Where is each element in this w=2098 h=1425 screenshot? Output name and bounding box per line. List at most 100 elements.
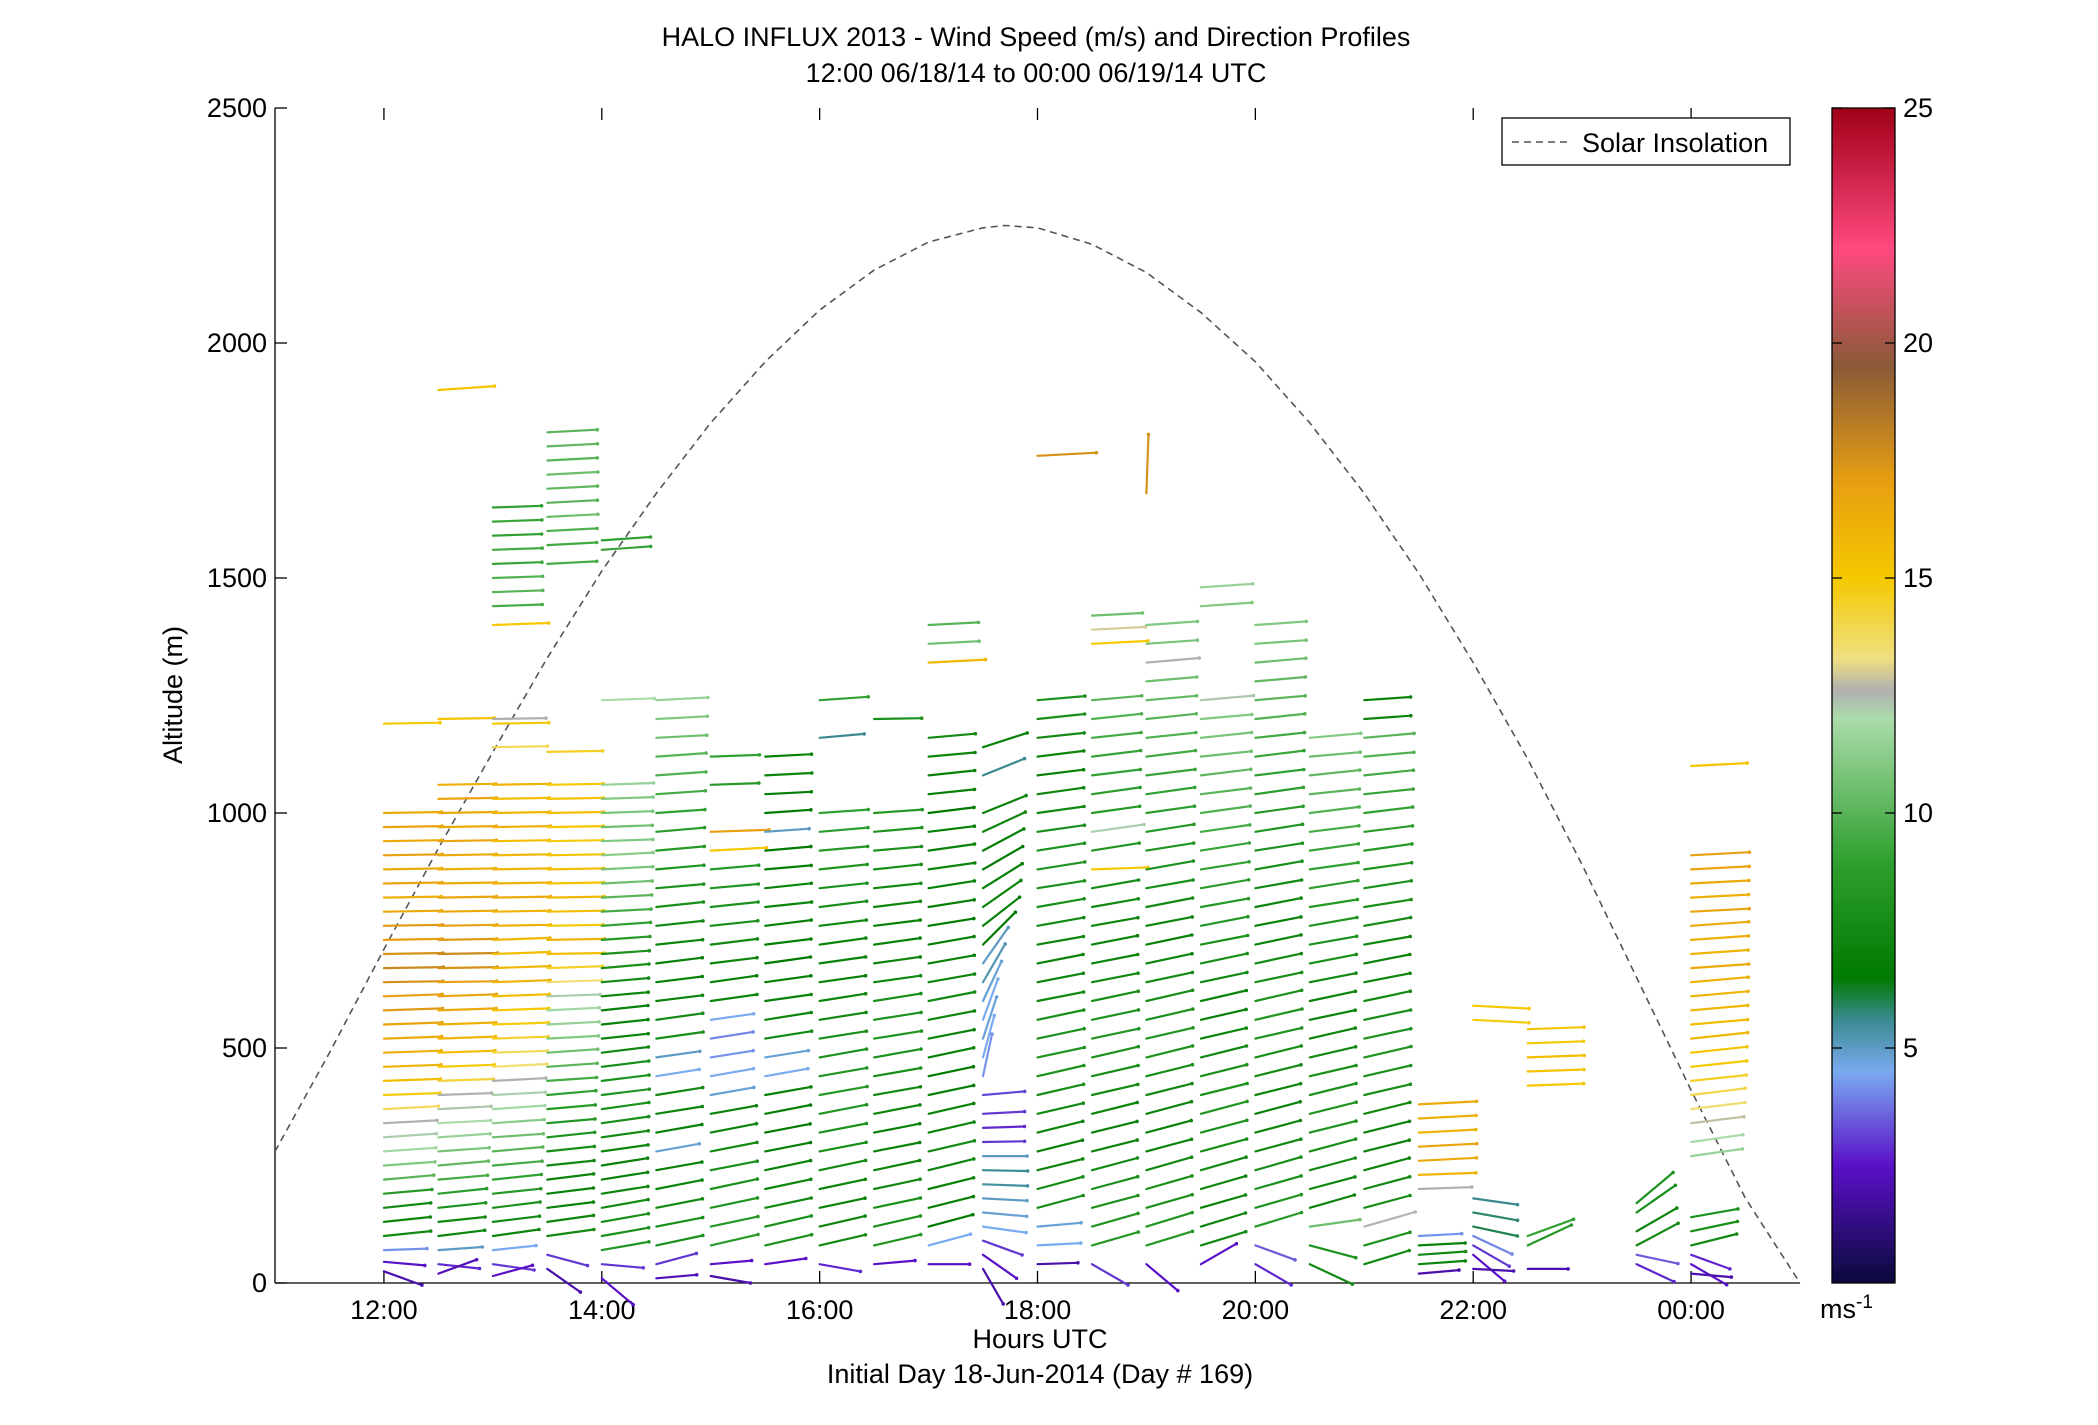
wind-barb bbox=[1254, 1007, 1304, 1021]
wind-barb bbox=[1036, 953, 1085, 965]
wind-barb bbox=[1689, 1253, 1732, 1271]
wind-barb bbox=[1199, 860, 1251, 871]
wind-barb bbox=[491, 881, 552, 885]
wind-barb-head bbox=[1245, 970, 1249, 975]
wind-barb-head bbox=[1022, 827, 1026, 831]
wind-barb bbox=[709, 781, 761, 786]
wind-barb-head bbox=[650, 823, 655, 828]
wind-barb bbox=[1036, 972, 1085, 984]
wind-barb bbox=[546, 485, 599, 490]
wind-barb-head bbox=[1135, 1174, 1140, 1179]
wind-barb bbox=[709, 1215, 760, 1228]
wind-barb bbox=[764, 918, 813, 927]
wind-barb bbox=[1036, 824, 1086, 833]
wind-barb bbox=[655, 1252, 698, 1266]
wind-barb bbox=[818, 900, 868, 909]
wind-barb bbox=[981, 1090, 1026, 1097]
wind-barb-head bbox=[918, 936, 922, 940]
wind-barb-head bbox=[809, 1232, 814, 1237]
wind-barb bbox=[655, 1197, 704, 1209]
wind-barb bbox=[1363, 842, 1414, 852]
wind-barb-head bbox=[474, 1257, 479, 1262]
wind-barb-head bbox=[1081, 1175, 1085, 1179]
wind-barb bbox=[764, 1141, 812, 1153]
wind-barb bbox=[491, 796, 551, 801]
wind-barb bbox=[1145, 656, 1201, 664]
wind-barb bbox=[1145, 639, 1199, 645]
wind-barb bbox=[1254, 1263, 1293, 1287]
wind-barb bbox=[655, 789, 707, 796]
wind-barb bbox=[1363, 824, 1414, 833]
wind-barb-head bbox=[1354, 952, 1359, 957]
wind-barb-head bbox=[1082, 915, 1086, 920]
wind-barb bbox=[709, 956, 759, 965]
wind-barb bbox=[491, 950, 551, 956]
wind-barb-head bbox=[1191, 1026, 1195, 1030]
wind-barb bbox=[872, 808, 924, 815]
wind-barb-head bbox=[755, 955, 759, 960]
wind-barb bbox=[1199, 952, 1249, 965]
wind-barb bbox=[546, 1214, 595, 1224]
wind-barb-head bbox=[1136, 1063, 1140, 1068]
wind-barb bbox=[709, 919, 759, 927]
wind-barb-head bbox=[748, 1281, 753, 1285]
wind-barb-head bbox=[1003, 942, 1007, 946]
wind-barb-head bbox=[1082, 1026, 1086, 1031]
wind-barb bbox=[1689, 907, 1751, 913]
wind-barb-head bbox=[488, 1118, 493, 1123]
wind-barb-head bbox=[1470, 1185, 1474, 1189]
y-tick-label: 2000 bbox=[207, 328, 267, 358]
wind-barb-head bbox=[751, 1066, 756, 1071]
wind-barb bbox=[1036, 694, 1087, 702]
wind-barb bbox=[1090, 990, 1140, 1003]
x-tick-label: 18:00 bbox=[1004, 1295, 1072, 1325]
wind-barb bbox=[1417, 1128, 1478, 1134]
chart-subtitle: 12:00 06/18/14 to 00:00 06/19/14 UTC bbox=[806, 58, 1267, 88]
wind-barb-head bbox=[1407, 1156, 1412, 1160]
wind-barb-head bbox=[1138, 767, 1143, 772]
wind-barb-head bbox=[1408, 695, 1413, 699]
wind-barb-head bbox=[1566, 1267, 1570, 1271]
wind-barb bbox=[1308, 768, 1361, 777]
wind-barb bbox=[1363, 953, 1411, 965]
wind-barb-head bbox=[543, 1090, 548, 1094]
wind-barb-head bbox=[701, 1011, 705, 1016]
wind-barb bbox=[1090, 625, 1147, 631]
wind-barb-head bbox=[1358, 768, 1362, 772]
wind-barb-head bbox=[990, 1032, 994, 1036]
wind-barb bbox=[1254, 620, 1308, 627]
wind-barb-head bbox=[920, 825, 924, 830]
wind-barb bbox=[709, 1122, 758, 1134]
legend: Solar Insolation bbox=[1501, 117, 1791, 166]
wind-barb bbox=[655, 696, 710, 702]
wind-barb bbox=[491, 546, 544, 551]
wind-barb bbox=[1090, 1083, 1139, 1097]
wind-barb-head bbox=[539, 1186, 543, 1191]
wind-barb-head bbox=[698, 1049, 702, 1054]
wind-barb bbox=[382, 1174, 435, 1181]
wind-barb bbox=[1090, 749, 1142, 758]
wind-barb bbox=[981, 731, 1029, 749]
wind-barb-head bbox=[597, 1020, 601, 1024]
wind-barb bbox=[655, 882, 705, 890]
wind-barb-head bbox=[1355, 915, 1359, 920]
wind-barb bbox=[1090, 1045, 1140, 1059]
wind-barb bbox=[491, 1200, 542, 1209]
wind-barb-head bbox=[808, 1103, 813, 1107]
wind-barb-head bbox=[1474, 1113, 1478, 1118]
wind-barb bbox=[1090, 953, 1139, 965]
wind-barb bbox=[1145, 1230, 1194, 1247]
wind-barb-head bbox=[1743, 1086, 1748, 1091]
wind-barb bbox=[546, 979, 603, 984]
wind-barb-head bbox=[809, 1010, 813, 1015]
wind-barb-head bbox=[702, 863, 706, 867]
wind-barb bbox=[818, 732, 866, 739]
wind-barb bbox=[709, 1030, 755, 1040]
plot-area: 12:00 14:00 16:00 18:00 20:00 22:00 00:00 0 500… bbox=[207, 93, 1801, 1325]
wind-barb bbox=[1199, 1044, 1248, 1059]
wind-barb bbox=[1036, 451, 1098, 457]
wind-barb bbox=[927, 990, 976, 1003]
wind-barb bbox=[382, 1077, 442, 1083]
wind-barb bbox=[600, 991, 650, 998]
wind-barb-head bbox=[1140, 694, 1144, 698]
